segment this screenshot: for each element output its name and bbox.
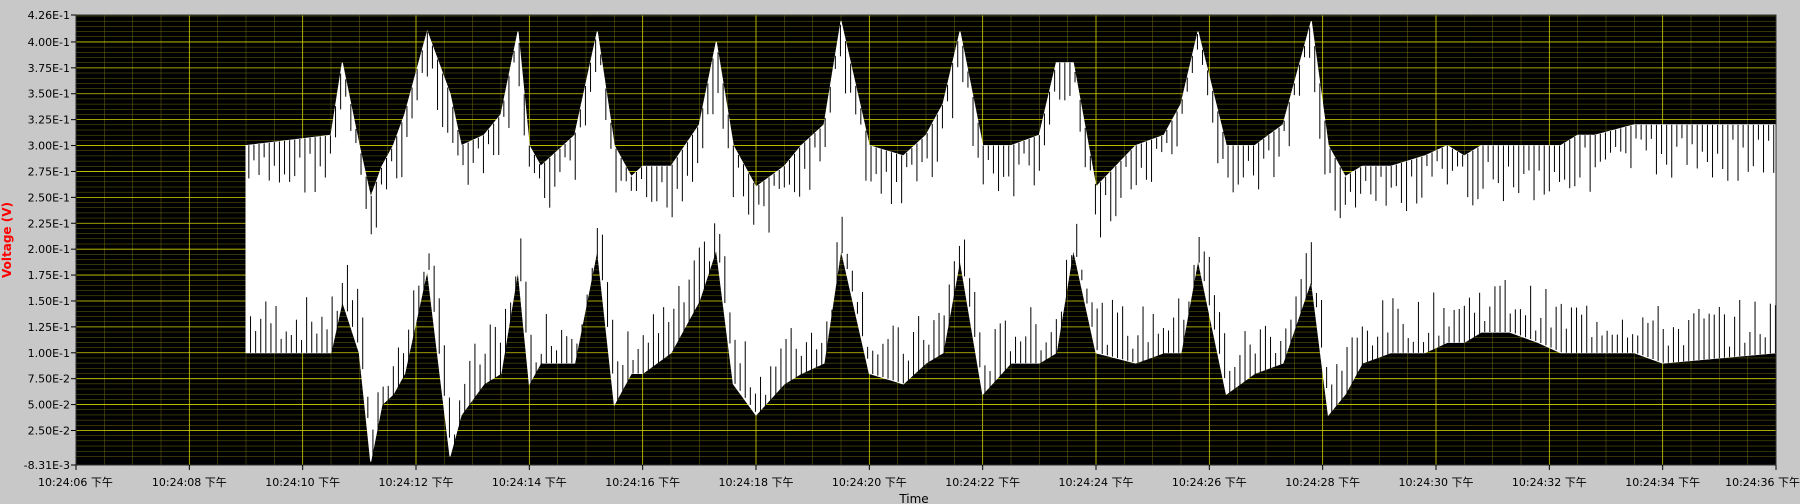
x-tick-label: 10:24:06 下午 [38,476,113,489]
x-tick-label: 10:24:18 下午 [719,476,794,489]
y-tick-label: 2.00E-1 [28,243,70,256]
y-tick-label: 4.00E-1 [28,36,70,49]
x-tick-label: 10:24:30 下午 [1399,476,1474,489]
y-tick-label: 1.75E-1 [28,269,70,282]
trace-spikes [248,24,1776,459]
x-tick-label: 10:24:22 下午 [945,476,1020,489]
x-tick-label: 10:24:32 下午 [1512,476,1587,489]
y-tick-label: 3.25E-1 [28,114,70,127]
x-tick-label: 10:24:08 下午 [152,476,227,489]
x-tick-label: 10:24:24 下午 [1059,476,1134,489]
x-tick-label: 10:24:36 下午 [1725,476,1800,489]
plot-frame [75,14,1777,466]
y-tick-label: 2.25E-1 [28,217,70,230]
y-tick-label: -8.31E-3 [24,459,70,472]
y-axis-title: Voltage (V) [0,202,14,278]
y-tick-label: 1.25E-1 [28,321,70,334]
x-tick-label: 10:24:28 下午 [1285,476,1360,489]
y-tick-label: 5.00E-2 [28,399,70,412]
x-tick-label: 10:24:14 下午 [492,476,567,489]
x-axis-ticks: 10:24:06 下午 10:24:08 下午 10:24:10 下午 10:24:1… [38,465,1800,489]
y-axis-ticks: -8.31E-3 2.50E-2 5.00E-2 7.50E-2 1.00E-1 1.25… [24,9,76,472]
x-tick-label: 10:24:20 下午 [832,476,907,489]
y-tick-label: 2.50E-2 [28,424,70,437]
x-tick-label: 10:24:26 下午 [1172,476,1247,489]
y-tick-label: 1.00E-1 [28,347,70,360]
y-tick-label: 7.50E-2 [28,373,70,386]
x-tick-label: 10:24:16 下午 [605,476,680,489]
y-tick-label: 2.50E-1 [28,191,70,204]
y-tick-label: 3.75E-1 [28,62,70,75]
x-tick-label: 10:24:12 下午 [379,476,454,489]
x-axis-title: Time [898,492,928,504]
x-tick-label: 10:24:34 下午 [1625,476,1700,489]
y-tick-label: 4.26E-1 [28,9,70,22]
y-tick-label: 3.50E-1 [28,88,70,101]
y-tick-label: 2.75E-1 [28,165,70,178]
y-tick-label: 1.50E-1 [28,295,70,308]
y-tick-label: 3.00E-1 [28,140,70,153]
x-tick-label: 10:24:10 下午 [265,476,340,489]
